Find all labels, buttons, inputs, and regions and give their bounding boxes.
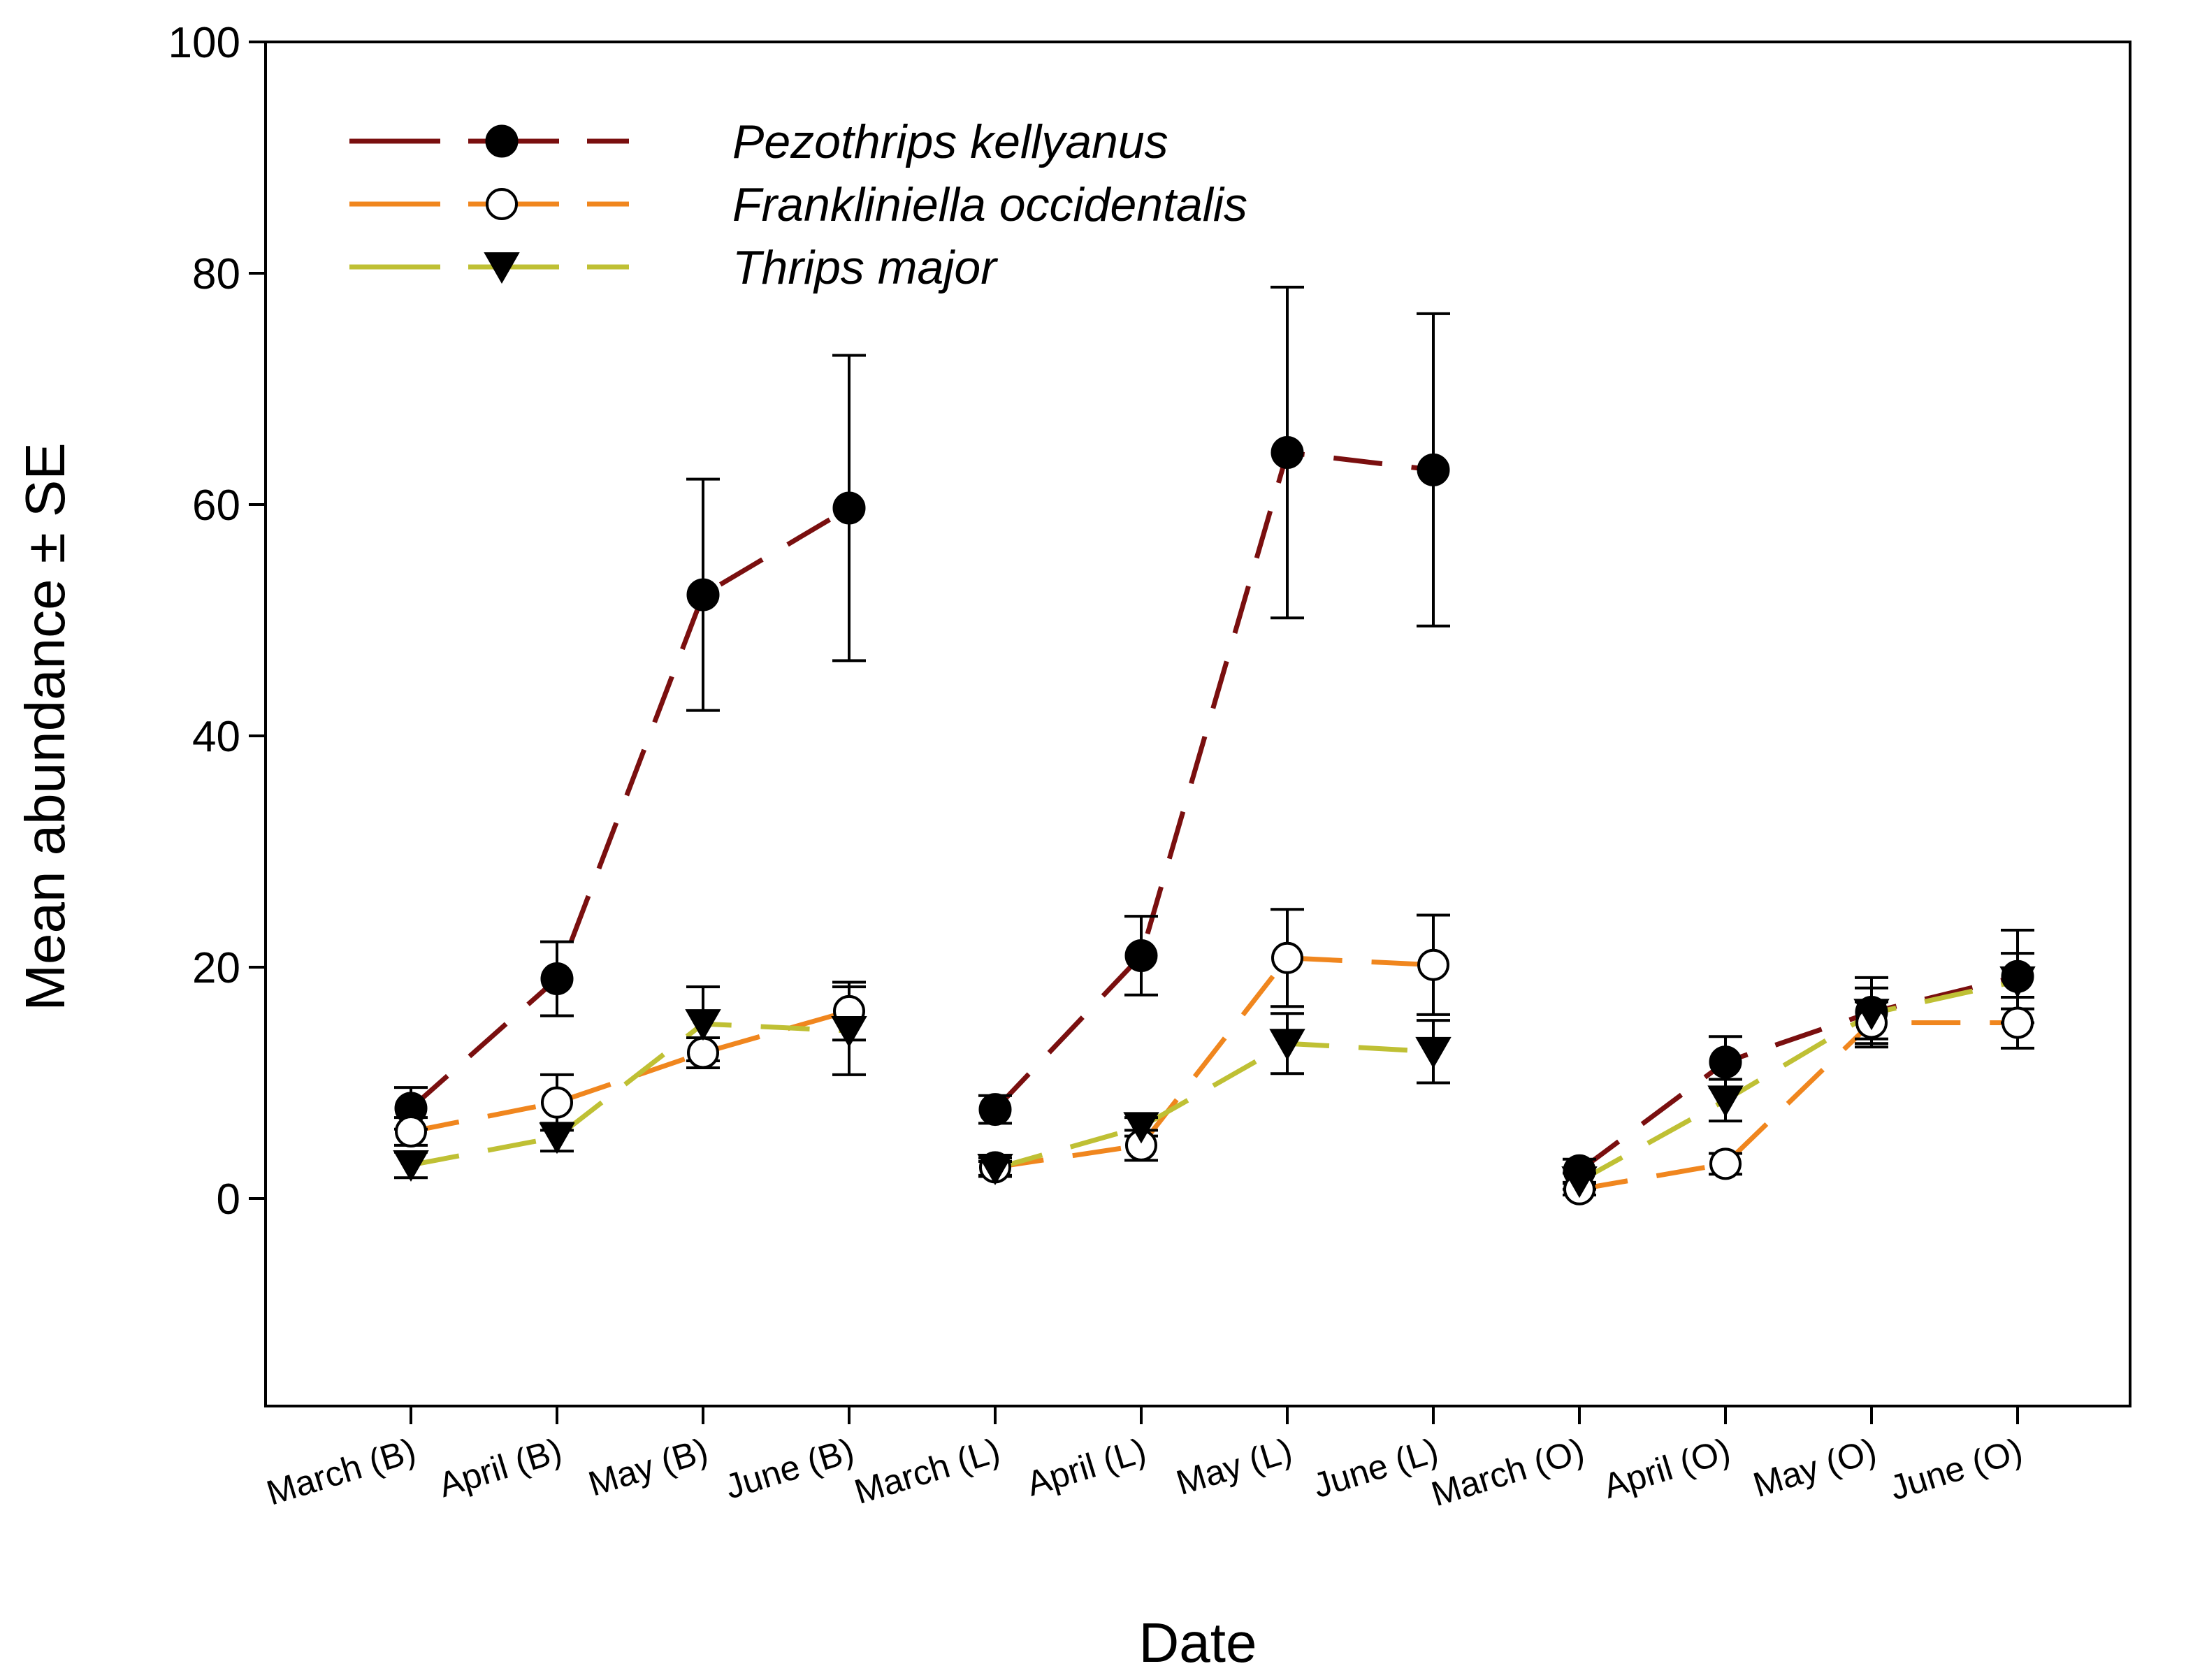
legend-label: Pezothrips kellyanus (732, 115, 1168, 168)
legend-item: Frankliniella occidentalis (349, 178, 1247, 231)
data-point (540, 962, 574, 996)
series-layer (393, 285, 2036, 1205)
data-point (1707, 1085, 1744, 1117)
data-point (687, 1036, 719, 1069)
y-tick-label: 80 (192, 250, 240, 298)
data-point (1271, 941, 1303, 974)
x-axis-title: Date (1139, 1612, 1257, 1674)
y-tick-label: 20 (192, 944, 240, 992)
legend: Pezothrips kellyanus Frankliniella occide… (349, 115, 1247, 294)
series-thrips-major (410, 978, 2018, 1184)
legend-label: Frankliniella occidentalis (732, 178, 1247, 231)
data-point (539, 1122, 575, 1154)
data-point (1415, 1036, 1452, 1069)
data-point (486, 188, 518, 220)
data-point (1709, 1147, 1742, 1180)
data-point (1853, 999, 1890, 1031)
data-point (1999, 966, 2036, 998)
y-tick-label: 100 (168, 19, 240, 67)
data-point (1709, 1045, 1742, 1079)
y-tick-label: 0 (217, 1175, 240, 1224)
series-line (1578, 978, 2018, 1184)
series-line (993, 449, 1434, 1111)
data-point (1124, 939, 1158, 972)
data-point (978, 1093, 1012, 1127)
data-point (977, 1153, 1013, 1185)
data-point (1417, 948, 1449, 981)
data-point (393, 1150, 429, 1182)
data-point (831, 1016, 867, 1048)
series-pezothrips-kellyanus (409, 449, 2018, 1173)
legend-item: Pezothrips kellyanus (349, 115, 1168, 168)
data-point (1417, 453, 1450, 486)
series-line (410, 1021, 850, 1168)
data-point (686, 578, 720, 611)
y-axis: 0 20 40 60 80 100 (168, 19, 266, 1224)
legend-label: Thrips major (732, 241, 998, 294)
data-point (1271, 436, 1304, 470)
data-point (1269, 1029, 1305, 1061)
series-line (409, 505, 850, 1110)
data-point (685, 1009, 721, 1041)
data-point (1561, 1166, 1598, 1199)
data-point (2002, 1006, 2034, 1039)
data-point (485, 124, 519, 158)
series-frankliniella-occidentalis (410, 955, 2018, 1192)
plot-frame (264, 41, 2131, 1407)
data-point (832, 491, 866, 525)
data-point (1123, 1112, 1159, 1144)
series-line (994, 955, 1434, 1170)
data-point (484, 252, 520, 284)
markers (393, 966, 2036, 1199)
data-point (541, 1086, 573, 1119)
y-tick-label: 40 (192, 713, 240, 761)
y-tick-label: 60 (192, 481, 240, 530)
series-line (1577, 973, 2018, 1173)
series-line (1579, 1020, 2018, 1192)
data-point (395, 1115, 427, 1148)
y-axis-title: Mean abundance ± SE (14, 442, 76, 1011)
legend-item: Thrips major (349, 241, 998, 294)
series-line (994, 1041, 1434, 1171)
